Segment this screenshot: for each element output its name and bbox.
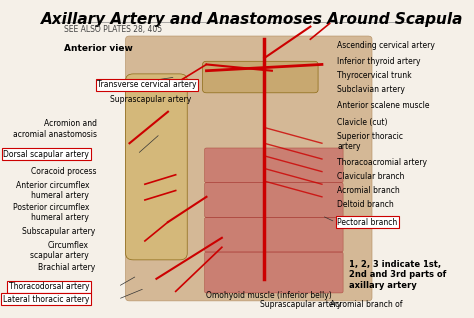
Text: Omohyoid muscle (inferior belly): Omohyoid muscle (inferior belly) <box>207 291 332 300</box>
Text: Anterior scalene muscle: Anterior scalene muscle <box>337 101 430 110</box>
Text: Clavicle (cut): Clavicle (cut) <box>337 118 388 127</box>
FancyBboxPatch shape <box>202 61 318 93</box>
Text: Thoracodorsal artery: Thoracodorsal artery <box>9 282 89 291</box>
Text: Thyrocervical trunk: Thyrocervical trunk <box>337 71 412 80</box>
Text: Anterior circumflex
humeral artery: Anterior circumflex humeral artery <box>16 181 89 200</box>
FancyBboxPatch shape <box>126 74 187 260</box>
FancyBboxPatch shape <box>126 36 372 301</box>
Text: Suprascapular artery: Suprascapular artery <box>260 300 342 309</box>
Text: Acromial branch: Acromial branch <box>337 186 400 195</box>
Text: Ascending cervical artery: Ascending cervical artery <box>337 41 435 50</box>
Text: Lateral thoracic artery: Lateral thoracic artery <box>3 295 89 304</box>
Text: Pectoral branch: Pectoral branch <box>337 218 398 226</box>
Text: Circumflex
scapular artery: Circumflex scapular artery <box>30 241 89 260</box>
Text: Acromial branch of: Acromial branch of <box>329 300 402 309</box>
Text: Dorsal scapular artery: Dorsal scapular artery <box>3 150 89 159</box>
Text: Coracoid process: Coracoid process <box>31 167 97 176</box>
Text: Subclavian artery: Subclavian artery <box>337 85 405 94</box>
FancyBboxPatch shape <box>205 148 343 183</box>
Text: Thoracoacromial artery: Thoracoacromial artery <box>337 158 428 167</box>
Text: Clavicular branch: Clavicular branch <box>337 172 405 181</box>
Text: Inferior thyroid artery: Inferior thyroid artery <box>337 57 421 66</box>
Text: Axillary Artery and Anastomoses Around Scapula: Axillary Artery and Anastomoses Around S… <box>41 12 464 27</box>
Text: 1, 2, 3 indicate 1st,
2nd and 3rd parts of
axillary artery: 1, 2, 3 indicate 1st, 2nd and 3rd parts … <box>349 260 446 290</box>
Text: Anterior view: Anterior view <box>64 44 133 53</box>
FancyBboxPatch shape <box>205 217 343 252</box>
Text: Acromion and
acromial anastomosis: Acromion and acromial anastomosis <box>13 119 97 139</box>
Text: Deltoid branch: Deltoid branch <box>337 200 394 209</box>
FancyBboxPatch shape <box>205 183 343 217</box>
Text: Transverse cervical artery: Transverse cervical artery <box>97 80 197 89</box>
Text: SEE ALSO PLATES 28, 405: SEE ALSO PLATES 28, 405 <box>64 25 162 34</box>
FancyBboxPatch shape <box>205 252 343 293</box>
Text: Subscapular artery: Subscapular artery <box>22 227 95 236</box>
Text: Superior thoracic
artery: Superior thoracic artery <box>337 132 403 151</box>
Text: Suprascapular artery: Suprascapular artery <box>110 95 191 104</box>
Text: Brachial artery: Brachial artery <box>37 263 95 272</box>
Text: Posterior circumflex
humeral artery: Posterior circumflex humeral artery <box>13 203 89 222</box>
